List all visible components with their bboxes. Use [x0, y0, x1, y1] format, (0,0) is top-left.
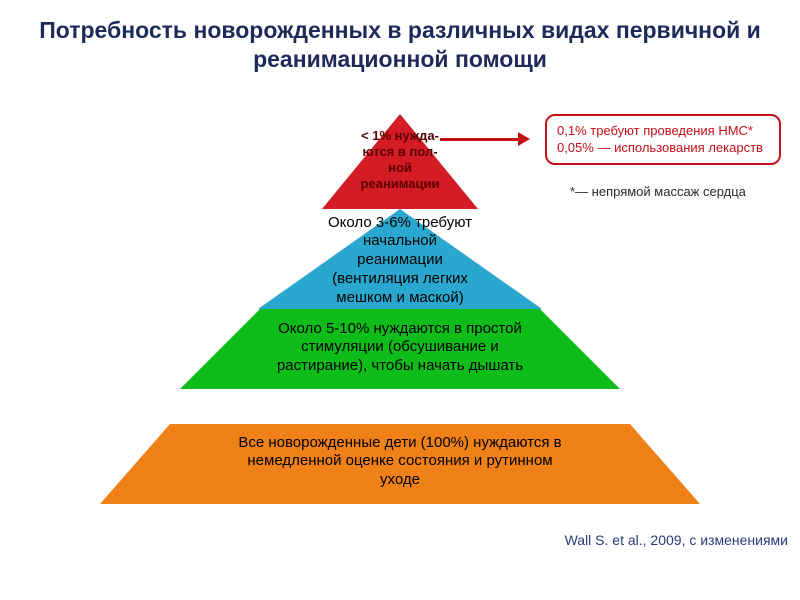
callout-line: 0,1% требуют проведения НМС*: [557, 123, 753, 138]
footnote: *— непрямой массаж сердца: [570, 184, 746, 199]
arrow-line: [440, 138, 520, 141]
pyramid-stage: < 1% нужда-ются в пол-нойреанимацииОколо…: [0, 84, 800, 554]
callout-line: 0,05% — использования лекарств: [557, 140, 763, 155]
pyramid-tier-3: [100, 424, 700, 504]
callout-box: 0,1% требуют проведения НМС* 0,05% — испо…: [545, 114, 781, 165]
slide-title: Потребность новорожденных в различных ви…: [0, 0, 800, 84]
arrow-head-icon: [518, 132, 530, 146]
pyramid-tier-0: [322, 114, 478, 209]
pyramid-tier-2: [180, 309, 620, 389]
citation: Wall S. et al., 2009, с изменениями: [565, 532, 788, 548]
pyramid-tier-1: [258, 209, 542, 309]
